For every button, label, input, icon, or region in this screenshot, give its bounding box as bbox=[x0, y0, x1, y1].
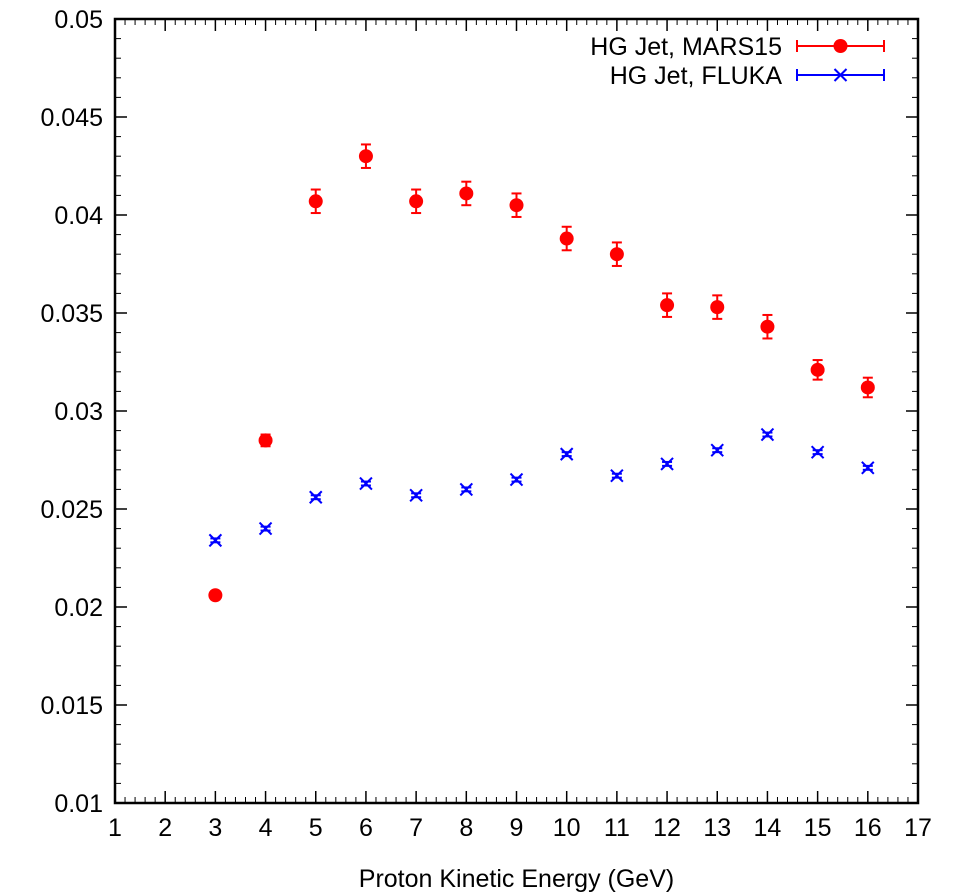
data-point bbox=[559, 231, 574, 246]
data-point bbox=[610, 468, 624, 483]
data-point bbox=[810, 445, 825, 459]
x-tick-label: 10 bbox=[553, 814, 581, 842]
data-point bbox=[860, 380, 875, 395]
data-point bbox=[810, 362, 825, 377]
x-tick-label: 14 bbox=[754, 814, 782, 842]
x-tick-label: 5 bbox=[309, 814, 323, 842]
legend-label: HG Jet, MARS15 bbox=[590, 33, 782, 61]
y-tick-label: 0.025 bbox=[40, 496, 103, 524]
legend-marker bbox=[833, 39, 848, 53]
data-point bbox=[710, 300, 725, 315]
legend-marker bbox=[833, 68, 848, 82]
tick-labels: 1 2 3 4 5 6 7 8 9 10 11 12 13 14 15 16 170.010.0150.020.… bbox=[40, 6, 931, 842]
data-point bbox=[509, 198, 524, 213]
data-point bbox=[459, 482, 474, 497]
legend-label: HG Jet, FLUKA bbox=[610, 62, 783, 90]
x-tick-label: 9 bbox=[510, 814, 524, 842]
x-tick-label: 15 bbox=[804, 814, 832, 842]
x-tick-label: 4 bbox=[259, 814, 273, 842]
data-point bbox=[208, 533, 223, 548]
x-tick-label: 3 bbox=[208, 814, 222, 842]
legend-entry: HG Jet, FLUKA bbox=[610, 62, 885, 90]
data-point bbox=[609, 247, 624, 262]
data-point bbox=[660, 298, 675, 313]
data-point bbox=[258, 433, 273, 448]
y-tick-label: 0.05 bbox=[54, 6, 103, 34]
y-tick-label: 0.01 bbox=[54, 790, 103, 818]
series-0 bbox=[208, 143, 875, 603]
data-point bbox=[509, 472, 524, 487]
x-tick-label: 13 bbox=[703, 814, 731, 842]
x-tick-label: 1 bbox=[108, 814, 122, 842]
x-tick-label: 11 bbox=[604, 814, 630, 842]
x-tick-label: 6 bbox=[359, 814, 373, 842]
series-1 bbox=[208, 427, 875, 548]
plot-frame bbox=[113, 17, 920, 805]
x-tick-label: 8 bbox=[459, 814, 473, 842]
x-tick-label: 16 bbox=[854, 814, 882, 842]
data-point bbox=[258, 521, 273, 536]
y-tick-label: 0.045 bbox=[40, 104, 103, 132]
x-tick-label: 17 bbox=[904, 814, 932, 842]
legend-entry: HG Jet, MARS15 bbox=[590, 33, 885, 61]
data-point bbox=[710, 443, 724, 457]
data-point bbox=[760, 319, 775, 334]
data-point bbox=[409, 194, 424, 209]
data-point bbox=[309, 490, 323, 504]
data-point bbox=[409, 488, 423, 502]
data-point bbox=[208, 588, 223, 603]
x-tick-label: 2 bbox=[158, 814, 172, 842]
y-tick-label: 0.015 bbox=[40, 692, 103, 720]
tick-marks bbox=[114, 18, 919, 804]
data-point bbox=[760, 427, 775, 442]
y-tick-label: 0.035 bbox=[40, 300, 103, 328]
data-point bbox=[559, 447, 574, 461]
x-axis-title: Proton Kinetic Energy (GeV) bbox=[359, 865, 674, 893]
data-point bbox=[459, 186, 474, 201]
y-tick-label: 0.03 bbox=[54, 398, 103, 426]
x-tick-label: 12 bbox=[653, 814, 681, 842]
data-point bbox=[308, 194, 323, 209]
y-tick-label: 0.02 bbox=[54, 594, 103, 622]
data-series bbox=[208, 143, 875, 603]
data-point bbox=[359, 476, 373, 491]
y-tick-label: 0.04 bbox=[54, 202, 103, 230]
data-point bbox=[358, 149, 373, 164]
data-point bbox=[660, 457, 674, 471]
data-point bbox=[861, 461, 875, 475]
x-tick-label: 7 bbox=[409, 814, 423, 842]
